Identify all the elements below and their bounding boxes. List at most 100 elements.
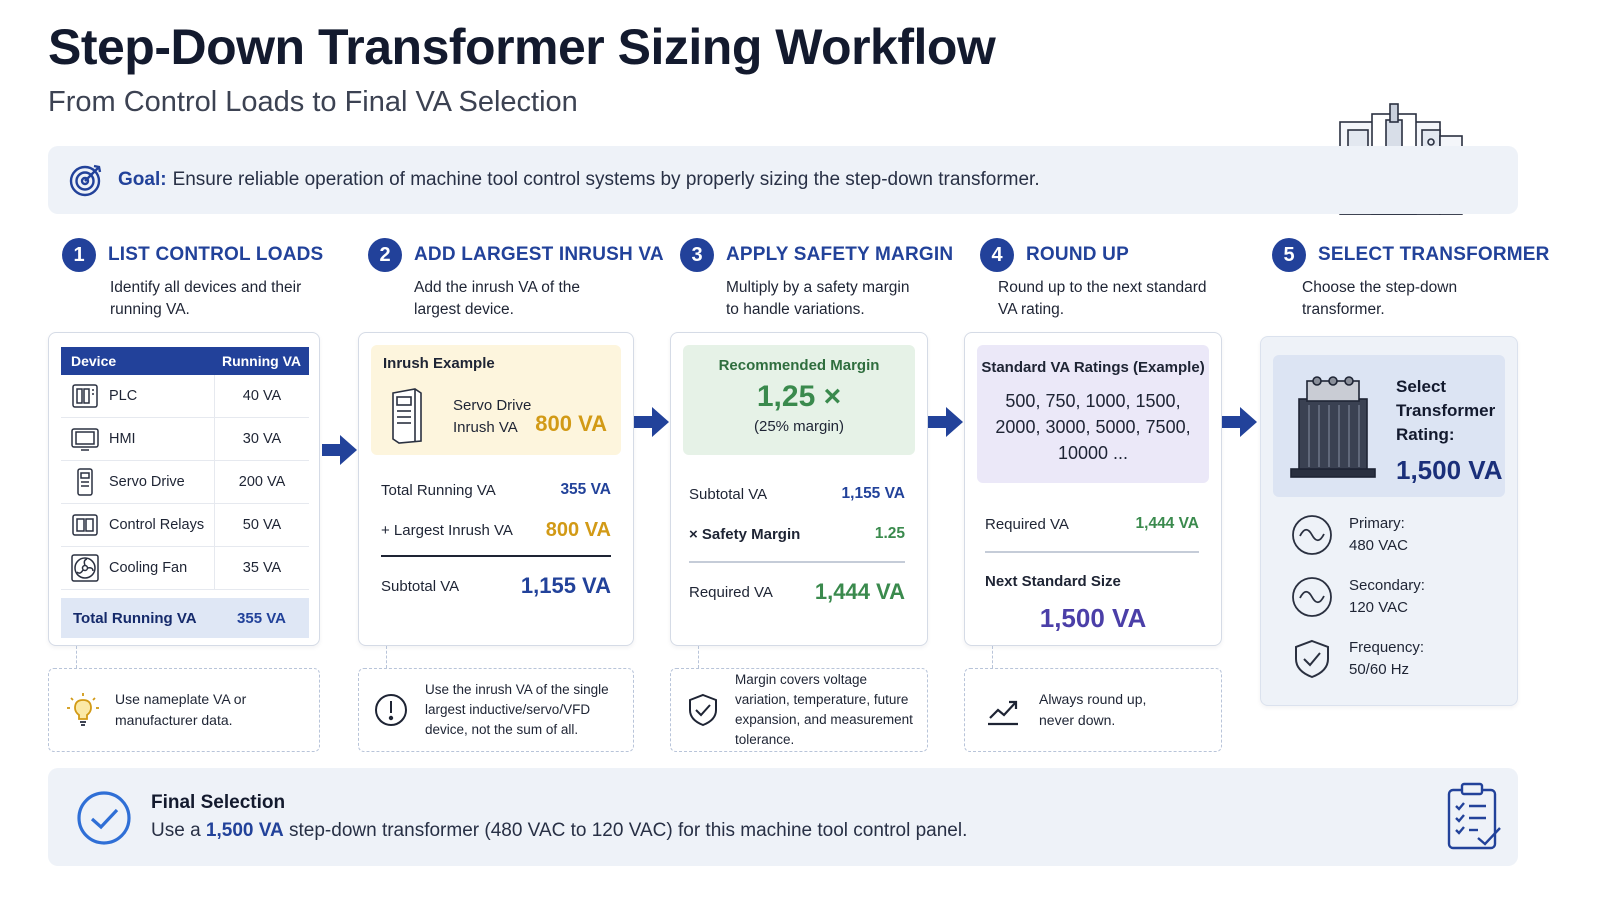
note-connector [698, 646, 699, 668]
flow-arrow-icon [634, 407, 669, 437]
spec-label: Secondary: [1349, 577, 1425, 594]
control-loads-card: Device Running VA PLC 40 VA HMI 30 VA Se… [48, 332, 320, 646]
select-transformer-card: Select Transformer Rating: 1,500 VA Prim… [1260, 336, 1518, 706]
step-number: 5 [1272, 238, 1306, 272]
round-up-card: Standard VA Ratings (Example) 500, 750, … [964, 332, 1222, 646]
step-title: ADD LARGEST INRUSH VA [414, 244, 664, 265]
note-card: Always round up, never down. [964, 668, 1222, 752]
fan-icon [71, 554, 99, 582]
step-number: 1 [62, 238, 96, 272]
loads-table: Device Running VA PLC 40 VA HMI 30 VA Se… [61, 347, 309, 638]
recommended-margin-panel: Recommended Margin 1,25 × (25% margin) [683, 345, 915, 455]
select-label: Select Transformer Rating: [1396, 375, 1495, 447]
next-size-label: Next Standard Size [985, 573, 1121, 590]
total-running-row: Total Running VA 355 VA [61, 598, 309, 638]
step-3-header: 3 APPLY SAFETY MARGIN [680, 238, 953, 272]
final-text: Use a 1,500 VA step-down transformer (48… [151, 820, 967, 842]
note-connector [992, 646, 993, 668]
inrush-device-line1: Servo Drive [453, 397, 532, 414]
clipboard-checklist-icon [1447, 782, 1501, 850]
step-2-header: 2 ADD LARGEST INRUSH VA [368, 238, 664, 272]
calc-label: Subtotal VA [381, 577, 460, 595]
column-header-device: Device [71, 353, 117, 369]
step-title: LIST CONTROL LOADS [108, 244, 324, 265]
step-description: Choose the step-down transformer. [1302, 279, 1458, 318]
table-row: PLC 40 VA [61, 374, 309, 418]
select-line: Rating: [1396, 425, 1455, 444]
standard-ratings-panel: Standard VA Ratings (Example) 500, 750, … [977, 345, 1209, 483]
inrush-device-line2: Inrush VA [453, 419, 518, 436]
safety-margin-card: Recommended Margin 1,25 × (25% margin) S… [670, 332, 928, 646]
table-row: Servo Drive 200 VA [61, 460, 309, 504]
spec-primary: Primary: 480 VAC [1291, 513, 1408, 557]
step-1-header: 1 LIST CONTROL LOADS [62, 238, 323, 272]
device-name: Control Relays [109, 517, 205, 533]
device-va: 200 VA [214, 460, 309, 504]
ratings-panel-title: Standard VA Ratings (Example) [981, 359, 1205, 376]
divider [985, 551, 1199, 553]
spec-label: Primary: [1349, 515, 1405, 532]
final-prefix: Use a [151, 820, 201, 841]
device-name: Cooling Fan [109, 560, 188, 576]
shield-check-icon [689, 693, 717, 727]
step-5-header: 5 SELECT TRANSFORMER [1272, 238, 1550, 272]
plc-icon [72, 384, 98, 408]
note-card: Margin covers voltage variation, tempera… [670, 668, 928, 752]
servo-drive-icon [77, 468, 93, 496]
transformer-rating-panel: Select Transformer Rating: 1,500 VA [1273, 355, 1505, 497]
step-4-header: 4 ROUND UP [980, 238, 1129, 272]
ratings-line: 500, 750, 1000, 1500, [1005, 391, 1181, 411]
next-size-value: 1,500 VA [1039, 603, 1147, 633]
note-text: Use nameplate VA or manufacturer data. [115, 691, 247, 728]
sine-wave-icon [1292, 515, 1332, 555]
selected-rating-value: 1,500 VA [1396, 455, 1503, 485]
inrush-card: Inrush Example Servo Drive Inrush VA 800… [358, 332, 634, 646]
sine-wave-icon [1292, 577, 1332, 617]
note-text: Always round up, never down. [1039, 691, 1147, 728]
step-title: APPLY SAFETY MARGIN [726, 244, 954, 265]
spec-frequency: Frequency: 50/60 Hz [1291, 637, 1424, 681]
spec-text: Frequency: 50/60 Hz [1349, 637, 1424, 681]
relay-icon [72, 514, 98, 536]
spec-value: 480 VAC [1349, 537, 1408, 554]
step-title: ROUND UP [1026, 244, 1129, 265]
step-description: Round up to the next standard VA rating. [998, 279, 1207, 318]
spec-text: Primary: 480 VAC [1349, 513, 1408, 557]
servo-drive-icon [392, 388, 422, 444]
table-row: Cooling Fan 35 VA [61, 546, 309, 590]
final-selection-banner: Final Selection Use a 1,500 VA step-down… [48, 768, 1518, 866]
calc-label: × Safety Margin [689, 525, 801, 543]
calc-value: 355 VA [560, 481, 611, 498]
step-description: Add the inrush VA of the largest device. [414, 279, 581, 318]
check-circle-icon [77, 791, 131, 845]
calc-label: Subtotal VA [689, 485, 768, 503]
inrush-value: 800 VA [535, 411, 607, 436]
note-text: Use the inrush VA of the single largest … [425, 682, 609, 737]
spec-value: 50/60 Hz [1349, 661, 1410, 678]
flow-arrow-icon [322, 435, 357, 465]
device-name: Servo Drive [109, 474, 185, 490]
step-number: 3 [680, 238, 714, 272]
total-running-value: 355 VA [237, 609, 286, 627]
calc-row: Required VA 1,444 VA [689, 579, 905, 605]
calc-row: Total Running VA 355 VA [381, 481, 611, 499]
margin-factor: 1,25 × [756, 380, 842, 413]
divider [381, 555, 611, 557]
device-name: PLC [109, 388, 138, 404]
calc-value: 1,155 VA [841, 485, 905, 502]
note-connector [386, 646, 387, 668]
calc-label: + Largest Inrush VA [381, 522, 513, 539]
calc-value: 1,155 VA [520, 573, 611, 598]
spec-text: Secondary: 120 VAC [1349, 575, 1425, 619]
step-number: 4 [980, 238, 1014, 272]
alert-icon [375, 694, 407, 726]
calc-row: × Safety Margin 1.25 [689, 525, 905, 543]
calc-value: 800 VA [545, 519, 611, 541]
flow-arrow-icon [1222, 407, 1257, 437]
page-title: Step-Down Transformer Sizing Workflow [48, 19, 996, 75]
target-icon [69, 164, 102, 197]
hmi-icon [71, 428, 99, 451]
divider [689, 561, 905, 563]
calc-label: Required VA [689, 583, 773, 601]
spec-secondary: Secondary: 120 VAC [1291, 575, 1425, 619]
